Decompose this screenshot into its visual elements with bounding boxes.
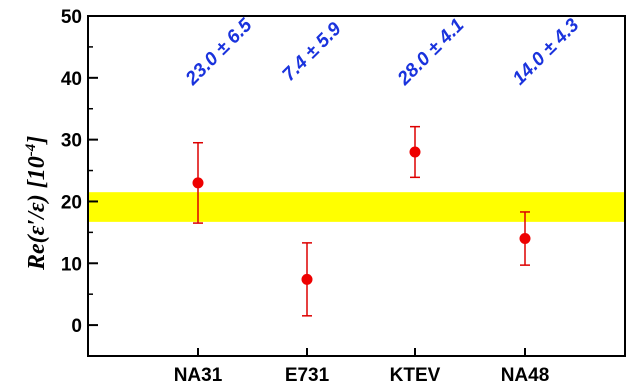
y-axis-label-close: ]	[24, 136, 50, 146]
data-point	[519, 233, 531, 245]
y-tick-label: 40	[61, 69, 82, 90]
y-axis-label: Re(ε′/ε) [10-4]	[23, 136, 50, 271]
data-points	[192, 146, 531, 285]
y-tick-label: 20	[61, 192, 82, 213]
y-tick-label: 50	[61, 7, 82, 28]
y-tick-label: 0	[71, 316, 82, 337]
plot-frame	[87, 15, 626, 357]
x-axis-labels: NA31 E731 KTEV NA48	[174, 348, 550, 386]
x-tick-label: KTEV	[390, 365, 441, 386]
y-axis-label-exponent: -4	[23, 143, 39, 156]
value-annotation: 28.0 ± 4.1	[393, 15, 468, 90]
y-axis-label-main: Re(ε′/ε) [10	[24, 156, 50, 271]
data-point	[192, 177, 204, 189]
x-tick-label: NA48	[501, 365, 550, 386]
value-annotation: 14.0 ± 4.3	[509, 15, 584, 90]
y-axis-ticks: 0 10 20 30 40 50	[61, 7, 98, 357]
value-annotation: 7.4 ± 5.9	[279, 18, 346, 85]
x-tick-label: NA31	[174, 365, 223, 386]
x-tick-label: E731	[285, 365, 330, 386]
data-point	[409, 146, 421, 158]
value-annotation: 23.0 ± 6.5	[181, 15, 257, 91]
value-annotations: 23.0 ± 6.5 7.4 ± 5.9 28.0 ± 4.1 14.0 ± 4.3	[181, 15, 584, 91]
y-tick-label: 10	[61, 254, 82, 275]
agreement-band	[88, 192, 626, 222]
y-tick-label: 30	[61, 131, 82, 152]
data-point	[301, 273, 313, 285]
